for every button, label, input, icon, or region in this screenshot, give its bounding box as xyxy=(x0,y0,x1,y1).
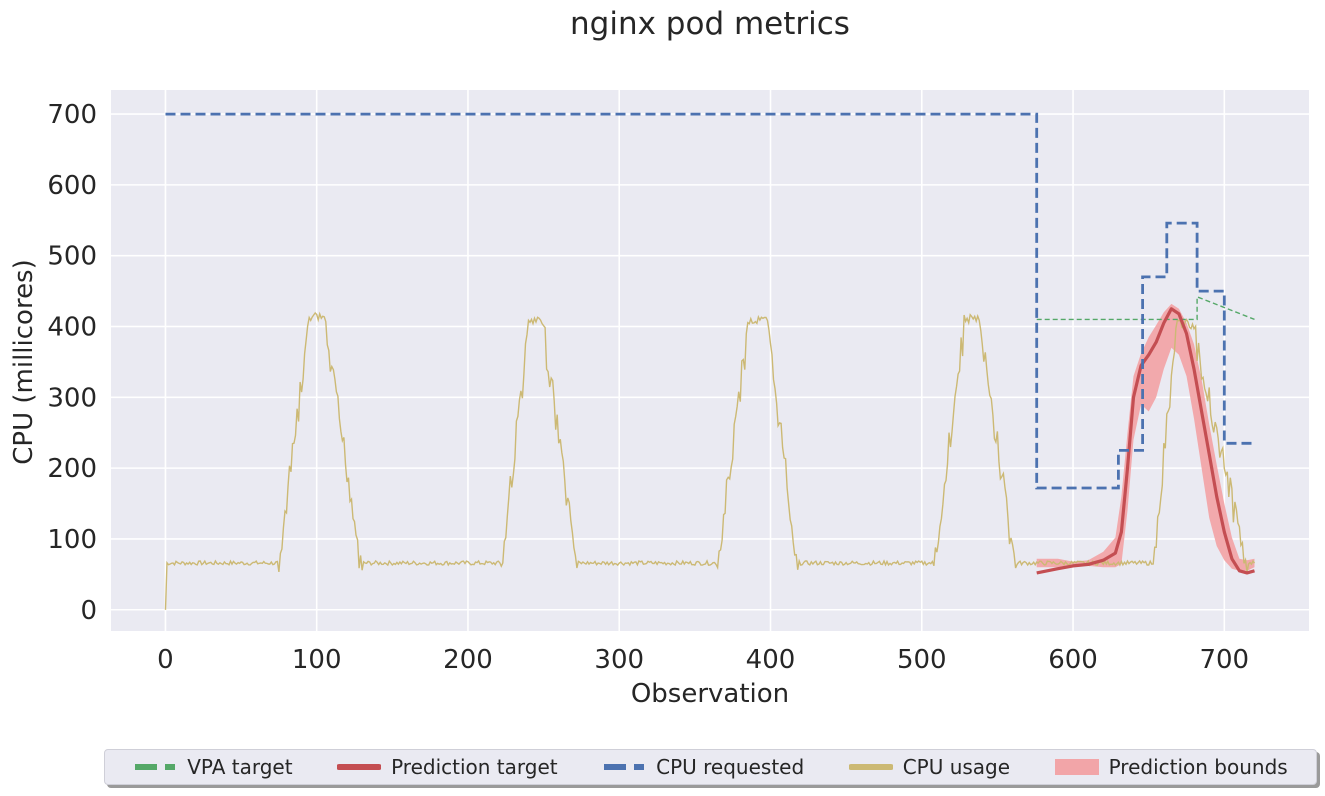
legend-label: VPA target xyxy=(187,755,293,779)
legend: VPA target Prediction target CPU requested… xyxy=(104,749,1317,785)
y-axis-label: CPU (millicores) xyxy=(9,259,39,465)
legend-item: CPU usage xyxy=(847,755,1011,779)
cpu-usage-line xyxy=(164,311,1256,610)
x-tick-label: 700 xyxy=(1199,645,1249,675)
y-tick-label: 300 xyxy=(47,383,97,413)
x-tick-label: 200 xyxy=(443,645,493,675)
y-tick-label: 200 xyxy=(47,454,97,484)
legend-label: Prediction bounds xyxy=(1108,755,1288,779)
y-tick-label: 700 xyxy=(47,100,97,130)
legend-label: CPU usage xyxy=(902,755,1011,779)
legend-swatch xyxy=(1054,759,1099,775)
x-tick-label: 100 xyxy=(292,645,342,675)
legend-swatch xyxy=(602,757,646,777)
x-tick-label: 500 xyxy=(897,645,947,675)
legend-item: Prediction bounds xyxy=(1054,755,1288,779)
legend-swatch xyxy=(336,757,383,777)
grid-lines xyxy=(111,90,1309,631)
series-lines xyxy=(164,112,1256,610)
y-tick-label: 600 xyxy=(47,171,97,201)
legend-item: CPU requested xyxy=(602,755,804,779)
prediction-target-line xyxy=(1036,307,1255,575)
y-tick-labels: 0 100 200 300 400 500 600 700 xyxy=(47,100,97,626)
chart-title: nginx pod metrics xyxy=(570,6,850,42)
x-tick-label: 600 xyxy=(1048,645,1098,675)
y-tick-label: 100 xyxy=(47,525,97,555)
y-tick-label: 0 xyxy=(80,596,97,626)
cpu-requested-line xyxy=(165,112,1255,490)
x-tick-labels: 0 100 200 300 400 500 600 700 xyxy=(157,645,1249,675)
y-tick-label: 500 xyxy=(47,242,97,272)
x-tick-label: 0 xyxy=(157,645,174,675)
legend-item: VPA target xyxy=(133,755,293,779)
legend-item: Prediction target xyxy=(336,755,558,779)
plot-area xyxy=(111,90,1309,631)
legend-label: CPU requested xyxy=(656,755,805,779)
legend-label: Prediction target xyxy=(391,755,558,779)
legend-swatch xyxy=(133,757,177,777)
x-tick-label: 300 xyxy=(594,645,644,675)
legend-swatch xyxy=(847,757,894,777)
vpa-target-line xyxy=(1036,295,1255,321)
y-tick-label: 400 xyxy=(47,313,97,343)
x-axis-label: Observation xyxy=(631,679,789,709)
x-tick-label: 400 xyxy=(746,645,796,675)
